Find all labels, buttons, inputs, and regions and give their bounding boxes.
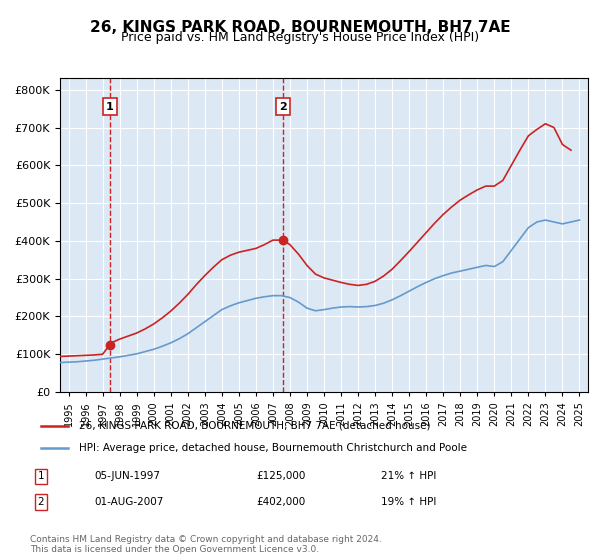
Text: 05-JUN-1997: 05-JUN-1997	[95, 471, 161, 481]
Text: 26, KINGS PARK ROAD, BOURNEMOUTH, BH7 7AE: 26, KINGS PARK ROAD, BOURNEMOUTH, BH7 7A…	[89, 20, 511, 35]
Text: 01-AUG-2007: 01-AUG-2007	[95, 497, 164, 507]
Text: 2: 2	[37, 497, 44, 507]
Text: 21% ↑ HPI: 21% ↑ HPI	[381, 471, 436, 481]
Text: Contains HM Land Registry data © Crown copyright and database right 2024.
This d: Contains HM Land Registry data © Crown c…	[30, 535, 382, 554]
Text: 1: 1	[106, 101, 114, 111]
Text: Price paid vs. HM Land Registry's House Price Index (HPI): Price paid vs. HM Land Registry's House …	[121, 31, 479, 44]
Text: 1: 1	[37, 471, 44, 481]
Text: £125,000: £125,000	[257, 471, 306, 481]
Text: HPI: Average price, detached house, Bournemouth Christchurch and Poole: HPI: Average price, detached house, Bour…	[79, 443, 467, 453]
Text: 26, KINGS PARK ROAD, BOURNEMOUTH, BH7 7AE (detached house): 26, KINGS PARK ROAD, BOURNEMOUTH, BH7 7A…	[79, 421, 430, 431]
Text: 2: 2	[279, 101, 287, 111]
Text: £402,000: £402,000	[257, 497, 306, 507]
Text: 19% ↑ HPI: 19% ↑ HPI	[381, 497, 436, 507]
